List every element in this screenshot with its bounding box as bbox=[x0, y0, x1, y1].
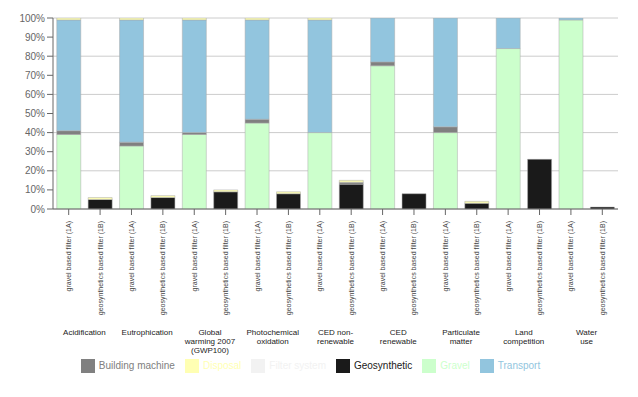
svg-text:CEDrenewable: CEDrenewable bbox=[380, 328, 417, 346]
html-text:Disposal: Disposal bbox=[202, 359, 242, 371]
svg-text:50%: 50% bbox=[25, 108, 45, 119]
svg-text:geosynthetics based filter (1B: geosynthetics based filter (1B) bbox=[222, 221, 230, 315]
svg-text:100%: 100% bbox=[19, 13, 45, 24]
svg-text:gravel based filter (1A): gravel based filter (1A) bbox=[65, 221, 73, 291]
svg-text:70%: 70% bbox=[25, 70, 45, 81]
html-text:Transport: Transport bbox=[497, 359, 541, 371]
html-text:Gravel: Gravel bbox=[440, 359, 470, 371]
svg-text:80%: 80% bbox=[25, 51, 45, 62]
svg-text:geosynthetics based filter (1B: geosynthetics based filter (1B) bbox=[410, 221, 418, 315]
svg-text:gravel based filter (1A): gravel based filter (1A) bbox=[442, 221, 450, 291]
svg-text:40%: 40% bbox=[25, 127, 45, 138]
svg-text:Eutrophication: Eutrophication bbox=[122, 328, 173, 337]
svg-text:Globalwarming 2007(GWP100): Globalwarming 2007(GWP100) bbox=[184, 328, 236, 355]
svg-text:Acidification: Acidification bbox=[63, 328, 106, 337]
svg-text:geosynthetics based filter (1B: geosynthetics based filter (1B) bbox=[536, 221, 544, 315]
svg-text:Wateruse: Wateruse bbox=[576, 328, 597, 346]
svg-text:geosynthetics based filter (1B: geosynthetics based filter (1B) bbox=[473, 221, 481, 315]
svg-text:gravel based filter (1A): gravel based filter (1A) bbox=[128, 221, 136, 291]
svg-text:geosynthetics based filter (1B: geosynthetics based filter (1B) bbox=[348, 221, 356, 315]
svg-text:gravel based filter (1A): gravel based filter (1A) bbox=[505, 221, 513, 291]
svg-text:CED non-renewable: CED non-renewable bbox=[317, 328, 354, 346]
svg-text:gravel based filter (1A): gravel based filter (1A) bbox=[567, 221, 575, 291]
svg-text:10%: 10% bbox=[25, 184, 45, 195]
html-text:Filter system: Filter system bbox=[269, 359, 326, 371]
svg-text:geosynthetics based filter (1B: geosynthetics based filter (1B) bbox=[599, 221, 607, 315]
svg-text:gravel based filter (1A): gravel based filter (1A) bbox=[316, 221, 324, 291]
html-text:Geosynthetic: Geosynthetic bbox=[354, 359, 413, 371]
svg-text:60%: 60% bbox=[25, 89, 45, 100]
svg-text:geosynthetics based filter (1B: geosynthetics based filter (1B) bbox=[159, 221, 167, 315]
svg-text:90%: 90% bbox=[25, 32, 45, 43]
svg-text:geosynthetics based filter (1B: geosynthetics based filter (1B) bbox=[285, 221, 293, 315]
svg-text:Particulatematter: Particulatematter bbox=[442, 328, 480, 346]
svg-text:gravel based filter (1A): gravel based filter (1A) bbox=[254, 221, 262, 291]
svg-text:Photochemicaloxidation: Photochemicaloxidation bbox=[246, 328, 299, 346]
svg-text:geosynthetics based filter (1B: geosynthetics based filter (1B) bbox=[97, 221, 105, 315]
svg-text:30%: 30% bbox=[25, 146, 45, 157]
svg-text:0%: 0% bbox=[31, 204, 46, 215]
html-text:Building machine: Building machine bbox=[98, 359, 175, 371]
svg-text:Landcompetition: Landcompetition bbox=[503, 328, 544, 346]
svg-text:20%: 20% bbox=[25, 165, 45, 176]
svg-text:gravel based filter (1A): gravel based filter (1A) bbox=[191, 221, 199, 291]
svg-text:gravel based filter (1A): gravel based filter (1A) bbox=[379, 221, 387, 291]
